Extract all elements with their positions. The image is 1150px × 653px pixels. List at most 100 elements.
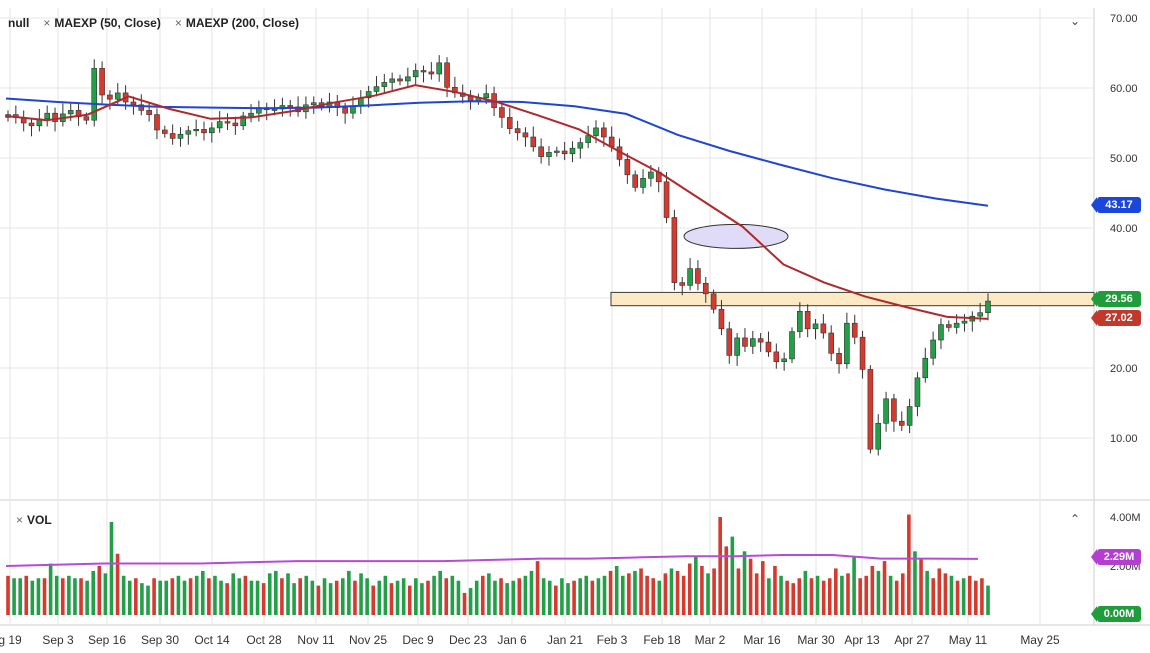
volume-bar bbox=[158, 580, 162, 615]
candle bbox=[350, 105, 356, 114]
volume-bar bbox=[651, 578, 656, 615]
candle bbox=[867, 369, 874, 450]
volume-bar bbox=[663, 573, 668, 615]
volume-bar bbox=[907, 514, 911, 615]
candle bbox=[389, 78, 395, 83]
volume-bar bbox=[730, 536, 735, 615]
candle bbox=[381, 82, 388, 87]
y-tick-label: 10.00 bbox=[1110, 433, 1138, 445]
volume-bar bbox=[127, 580, 132, 615]
volume-bar bbox=[523, 575, 528, 615]
candle bbox=[162, 129, 168, 134]
chevron-down-icon[interactable]: ⌄ bbox=[1070, 14, 1081, 28]
volume-bar bbox=[687, 563, 692, 615]
candle bbox=[561, 150, 568, 155]
volume-bar bbox=[681, 575, 686, 615]
volume-bar bbox=[980, 578, 984, 615]
volume-bar bbox=[919, 558, 923, 615]
candle bbox=[224, 121, 231, 124]
x-tick-label: Jan 21 bbox=[547, 633, 583, 647]
volume-bar bbox=[134, 578, 138, 615]
volume-bar bbox=[249, 580, 254, 615]
volume-bar bbox=[261, 583, 266, 615]
candle bbox=[765, 341, 772, 353]
x-tick-label: Jan 6 bbox=[497, 633, 527, 647]
candle bbox=[914, 377, 921, 407]
candle bbox=[593, 127, 599, 136]
volume-bar bbox=[164, 580, 169, 615]
candle bbox=[687, 268, 693, 286]
candle bbox=[859, 336, 866, 370]
volume-bar bbox=[213, 575, 217, 615]
ma200-line bbox=[5, 97, 989, 207]
candle bbox=[483, 93, 490, 99]
volume-bar bbox=[840, 575, 844, 615]
candle bbox=[44, 112, 51, 120]
volume-bar bbox=[499, 578, 503, 615]
candle bbox=[985, 300, 991, 313]
candle bbox=[506, 117, 513, 129]
x-tick-label: Apr 27 bbox=[894, 633, 930, 647]
legend-item-ma50[interactable]: × MAEXP (50, Close) bbox=[43, 16, 161, 30]
volume-bar bbox=[736, 568, 741, 615]
volume-bar bbox=[371, 585, 376, 615]
close-icon[interactable]: × bbox=[174, 16, 182, 30]
volume-bar bbox=[846, 573, 850, 615]
volume-bar bbox=[121, 575, 126, 615]
volume-bar bbox=[420, 583, 424, 615]
candle bbox=[397, 78, 403, 82]
volume-bar bbox=[931, 578, 936, 615]
volume-bar bbox=[791, 583, 796, 615]
candle bbox=[961, 320, 968, 324]
legend-item-price[interactable]: null bbox=[8, 16, 29, 30]
volume-ma-line bbox=[5, 554, 979, 567]
volume-bar bbox=[103, 573, 108, 615]
ma50-value-badge: 27.02 bbox=[1091, 310, 1141, 326]
volume-bar bbox=[560, 578, 564, 615]
candle bbox=[585, 135, 591, 143]
volume-bar bbox=[864, 575, 869, 615]
chevron-up-icon[interactable]: ⌃ bbox=[1070, 512, 1081, 526]
volume-bar bbox=[310, 580, 315, 615]
volume-bar bbox=[620, 575, 625, 615]
gap-annotation-ellipse bbox=[683, 223, 789, 249]
volume-bar bbox=[36, 578, 41, 615]
volume-bar bbox=[834, 568, 838, 615]
close-icon[interactable]: × bbox=[16, 513, 24, 527]
volume-bar bbox=[827, 578, 832, 615]
candle bbox=[342, 107, 348, 114]
volume-bar bbox=[322, 578, 327, 615]
volume-legend: × VOL bbox=[16, 513, 52, 527]
candle bbox=[310, 102, 317, 106]
candle bbox=[444, 62, 450, 88]
candle bbox=[169, 133, 176, 139]
x-tick-label: Oct 28 bbox=[246, 633, 282, 647]
volume-bar bbox=[426, 580, 430, 615]
volume-bar bbox=[456, 580, 461, 615]
volume-bar bbox=[407, 585, 412, 615]
y-tick-label: 60.00 bbox=[1110, 83, 1138, 95]
chart-legend: null × MAEXP (50, Close) × MAEXP (200, Clo… bbox=[8, 16, 299, 30]
legend-item-ma200[interactable]: × MAEXP (200, Close) bbox=[175, 16, 299, 30]
candle bbox=[945, 324, 952, 328]
candle bbox=[209, 127, 215, 134]
volume-bar bbox=[608, 570, 613, 615]
volume-bar bbox=[541, 578, 546, 615]
x-tick-label: Feb 3 bbox=[597, 633, 628, 647]
volume-bar bbox=[480, 575, 485, 615]
volume-bar bbox=[438, 570, 442, 615]
close-icon[interactable]: × bbox=[43, 16, 51, 30]
volume-bar bbox=[986, 585, 990, 615]
volume-bar bbox=[748, 558, 753, 615]
candle bbox=[828, 332, 835, 354]
volume-bar bbox=[188, 578, 193, 615]
volume-bar bbox=[316, 585, 321, 615]
volume-bar bbox=[870, 566, 875, 615]
volume-bar bbox=[517, 578, 522, 615]
candle bbox=[201, 129, 207, 134]
volume-bar bbox=[267, 573, 272, 615]
x-tick-label: Oct 14 bbox=[194, 633, 230, 647]
x-tick-label: Apr 13 bbox=[844, 633, 880, 647]
volume-legend-label: VOL bbox=[27, 513, 52, 527]
volume-bar bbox=[194, 575, 199, 615]
